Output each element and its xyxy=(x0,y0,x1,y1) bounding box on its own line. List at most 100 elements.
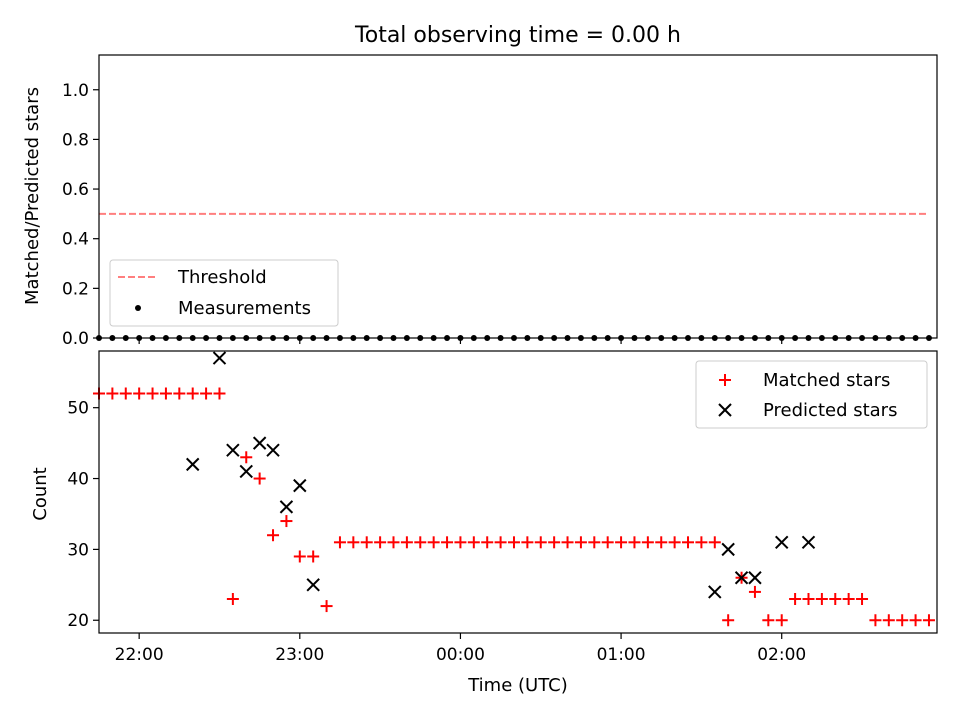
matched-star-point xyxy=(280,515,293,528)
predicted-star-point xyxy=(708,585,722,599)
predicted-star-point xyxy=(212,351,227,365)
top-y-tick-label: 0.6 xyxy=(62,180,89,200)
x-axis-label: Time (UTC) xyxy=(467,675,568,696)
bottom-x-tick-label: 23:00 xyxy=(275,645,324,665)
predicted-star-point xyxy=(775,535,789,550)
top-y-tick-label: 0.8 xyxy=(62,130,89,150)
predicted-star-point xyxy=(252,436,267,450)
matched-star-point xyxy=(467,536,480,549)
bottom-axes-frame xyxy=(98,350,938,634)
top-legend: Threshold Measurements xyxy=(109,259,339,327)
matched-star-point xyxy=(414,536,427,549)
matched-star-point xyxy=(427,536,440,549)
bottom-legend-box xyxy=(695,360,928,429)
matched-star-point xyxy=(213,387,226,400)
legend-predicted-label: Predicted stars xyxy=(763,400,897,421)
matched-star-point xyxy=(240,451,253,464)
predicted-star-point xyxy=(293,478,307,493)
predicted-star-point xyxy=(185,457,200,472)
bottom-x-tick-label: 22:00 xyxy=(115,645,164,665)
matched-star-point xyxy=(186,387,199,400)
top-y-tick-label: 0.4 xyxy=(62,230,89,250)
matched-star-point xyxy=(748,585,761,598)
top-legend-box xyxy=(109,259,339,327)
bottom-y-axis-label: Count xyxy=(30,467,51,520)
matched-star-point xyxy=(588,536,601,549)
matched-star-point xyxy=(896,614,909,627)
matched-star-point xyxy=(106,387,119,400)
matched-star-point xyxy=(387,536,400,549)
matched-star-point xyxy=(789,592,802,605)
bottom-x-tick-label: 01:00 xyxy=(597,645,646,665)
matched-star-point xyxy=(267,529,280,542)
matched-star-point xyxy=(253,472,266,485)
matched-star-point xyxy=(561,536,574,549)
matched-star-point xyxy=(374,536,387,549)
matched-star-point xyxy=(548,536,561,549)
bottom-x-tick-label: 00:00 xyxy=(436,645,485,665)
matched-star-point xyxy=(333,536,346,549)
matched-star-point xyxy=(668,536,681,549)
predicted-star-point xyxy=(748,571,762,585)
bottom-y-tick-label: 40 xyxy=(67,470,89,490)
predicted-star-point xyxy=(801,535,816,550)
predicted-star-point xyxy=(721,542,735,557)
matched-star-point xyxy=(641,536,654,549)
bottom-y-tick-label: 20 xyxy=(67,611,89,631)
matched-star-point xyxy=(226,592,239,605)
matched-star-point xyxy=(200,387,213,400)
matched-star-point xyxy=(882,614,895,627)
legend-measurements-label: Measurements xyxy=(178,298,311,319)
top-y-tick-label: 1.0 xyxy=(62,81,89,101)
matched-star-point xyxy=(922,614,935,627)
matched-star-point xyxy=(400,536,413,549)
legend-threshold-label: Threshold xyxy=(177,267,267,288)
legend-matched-label: Matched stars xyxy=(763,370,890,391)
matched-star-point xyxy=(173,387,186,400)
count-panel: 20 30 40 50 22:00 23:00 00:00 01:00 02:00 Count… xyxy=(30,350,938,696)
bottom-legend: Matched stars Predicted stars xyxy=(695,360,928,429)
chart-title: Total observing time = 0.00 h xyxy=(354,23,681,48)
matched-star-point xyxy=(802,592,815,605)
bottom-y-tick-label: 50 xyxy=(67,399,89,419)
matched-star-point xyxy=(159,387,172,400)
matched-star-point xyxy=(320,600,333,613)
matched-star-point xyxy=(494,536,507,549)
matched-star-point xyxy=(507,536,520,549)
matched-star-point xyxy=(347,536,360,549)
predicted-star-point xyxy=(266,443,280,457)
top-y-tick-label: 0.2 xyxy=(62,279,89,299)
matched-star-point xyxy=(521,536,534,549)
matched-star-point xyxy=(628,536,641,549)
matched-star-point xyxy=(574,536,587,549)
legend-measurements-swatch xyxy=(135,305,141,311)
matched-star-point xyxy=(775,614,788,627)
top-y-axis-label: Matched/Predicted stars xyxy=(22,87,43,305)
matched-star-point xyxy=(856,592,869,605)
matched-star-point xyxy=(722,614,735,627)
matched-star-point xyxy=(815,592,828,605)
matched-star-point xyxy=(534,536,547,549)
predicted-star-point xyxy=(239,464,253,479)
matched-star-point xyxy=(708,536,721,549)
matched-star-point xyxy=(307,550,320,563)
ratio-panel: Total observing time = 0.00 h 0.0 0.2 0.4 0… xyxy=(22,23,938,349)
top-y-tick-label: 0.0 xyxy=(62,329,89,349)
top-axes-frame xyxy=(98,54,938,339)
matched-star-point xyxy=(133,387,146,400)
matched-star-point xyxy=(695,536,708,549)
matched-star-point xyxy=(869,614,882,627)
matched-star-point xyxy=(682,536,695,549)
matched-star-point xyxy=(615,536,628,549)
legend-matched-swatch xyxy=(719,374,731,386)
matched-star-point xyxy=(655,536,668,549)
matched-star-point xyxy=(293,550,306,563)
matched-star-point xyxy=(829,592,842,605)
matched-star-point xyxy=(454,536,467,549)
predicted-star-point xyxy=(734,571,749,585)
matched-star-point xyxy=(762,614,775,627)
bottom-y-tick-label: 30 xyxy=(67,540,89,560)
matched-star-point xyxy=(441,536,454,549)
matched-star-point xyxy=(909,614,922,627)
